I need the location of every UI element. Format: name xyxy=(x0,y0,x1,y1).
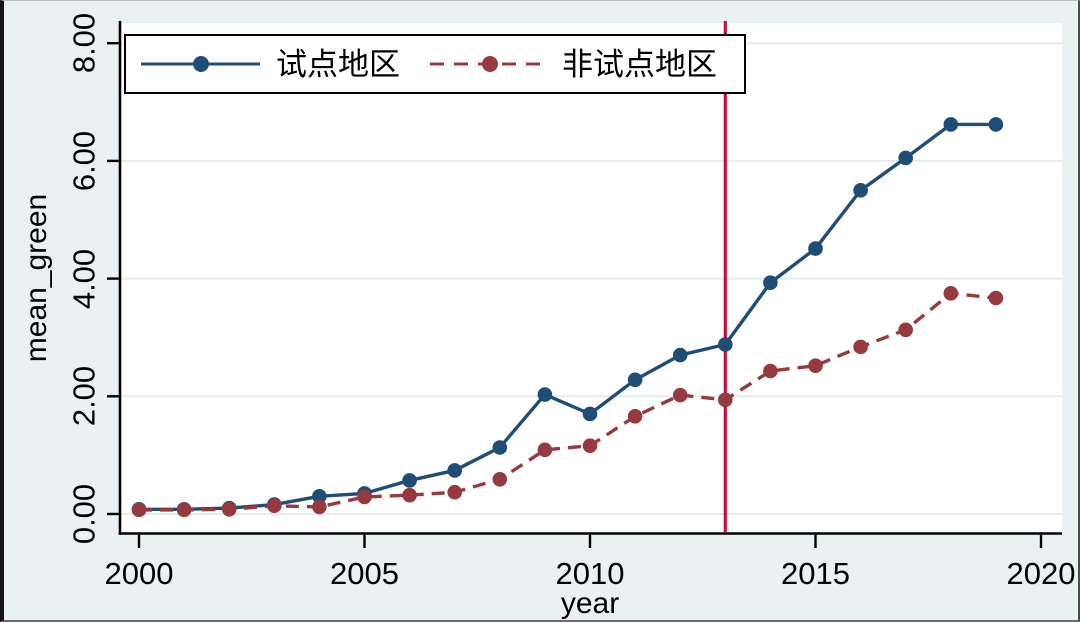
data-point-pilot xyxy=(492,440,508,455)
legend-label-nonpilot: 非试点地区 xyxy=(562,46,717,82)
data-point-nonpilot xyxy=(808,358,823,373)
series-line-nonpilot xyxy=(139,291,997,512)
y-axis-title: mean_green xyxy=(20,193,53,363)
data-point-nonpilot xyxy=(763,363,778,379)
data-point-nonpilot xyxy=(176,502,192,518)
data-point-pilot xyxy=(853,183,868,198)
data-point-nonpilot xyxy=(221,501,237,517)
legend-label-pilot: 试点地区 xyxy=(276,46,400,82)
data-point-pilot xyxy=(898,150,913,166)
data-point-nonpilot xyxy=(492,471,508,487)
data-point-nonpilot xyxy=(357,489,372,505)
data-point-nonpilot xyxy=(537,442,553,458)
data-point-pilot xyxy=(537,387,553,402)
legend-swatch-pilot xyxy=(141,55,260,73)
data-point-pilot xyxy=(763,275,778,291)
data-point-pilot xyxy=(943,117,959,132)
data-point-nonpilot xyxy=(131,502,147,518)
data-point-pilot xyxy=(402,473,417,488)
data-point-nonpilot xyxy=(582,438,598,454)
data-point-nonpilot xyxy=(312,499,327,515)
data-point-pilot xyxy=(627,372,643,388)
data-point-nonpilot xyxy=(988,290,1004,306)
series-line-pilot xyxy=(139,122,996,511)
data-point-nonpilot xyxy=(627,409,643,424)
data-point-pilot xyxy=(988,117,1004,132)
legend-swatch-nonpilot xyxy=(430,55,549,73)
data-point-nonpilot xyxy=(853,339,868,355)
data-point-pilot xyxy=(718,337,733,352)
data-point-pilot xyxy=(447,463,463,478)
data-point-nonpilot xyxy=(718,392,733,408)
legend-marker-circle xyxy=(481,56,498,72)
data-point-nonpilot xyxy=(402,487,417,503)
data-point-pilot xyxy=(582,406,598,422)
data-point-nonpilot xyxy=(267,498,282,514)
data-point-nonpilot xyxy=(943,286,959,301)
legend: 试点地区 非试点地区 xyxy=(124,34,746,94)
legend-marker-circle xyxy=(192,56,209,72)
data-point-nonpilot xyxy=(447,484,463,500)
chart-canvas xyxy=(107,21,1062,548)
data-point-pilot xyxy=(672,347,688,363)
x-axis-title: year xyxy=(560,587,620,620)
data-point-pilot xyxy=(808,241,823,256)
data-point-pilot xyxy=(312,489,327,504)
data-point-nonpilot xyxy=(898,322,913,338)
data-point-nonpilot xyxy=(672,387,688,403)
